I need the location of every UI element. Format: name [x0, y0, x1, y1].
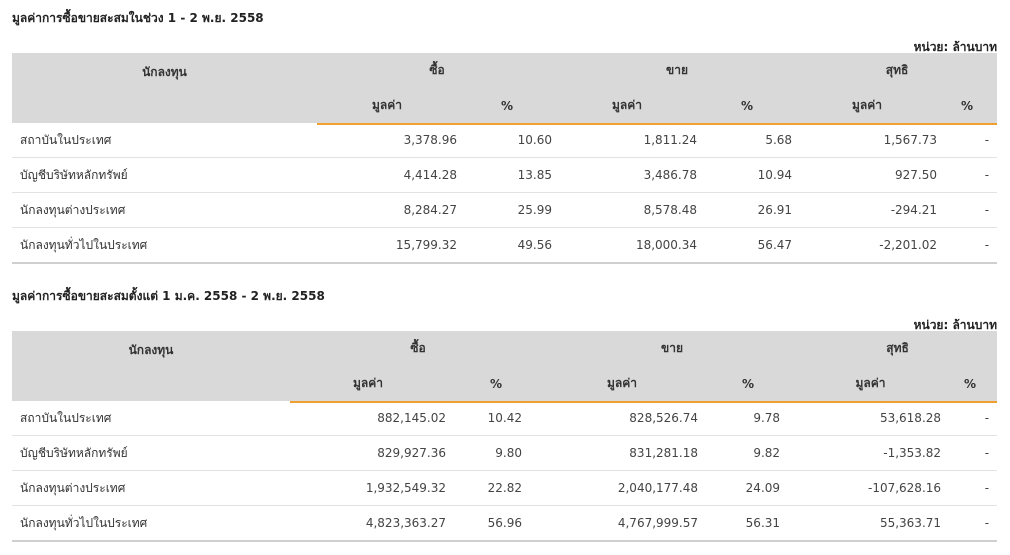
- buy-percent: 10.42: [446, 401, 547, 436]
- sell-percent: 9.82: [698, 435, 799, 471]
- section-title: มูลค่าการซื้อขายสะสมตั้งแต่ 1 ม.ค. 2558 …: [12, 289, 325, 303]
- net-percent: -: [937, 192, 998, 228]
- net-value: -1,353.82: [798, 435, 944, 471]
- buy-percent: 56.96: [446, 505, 547, 542]
- net-value: -2,201.02: [797, 227, 938, 264]
- buy-value: 8,284.27: [317, 192, 457, 228]
- net-value: -294.21: [797, 192, 938, 228]
- investor-name: สถาบันในประเทศ: [12, 123, 317, 158]
- sell-percent: 26.91: [697, 192, 798, 228]
- header-net: สุทธิ: [797, 53, 998, 88]
- header-buy-percent: %: [446, 366, 547, 401]
- unit-label: หน่วย: ล้านบาท: [913, 318, 997, 332]
- sell-value: 3,486.78: [557, 157, 698, 193]
- investor-name: นักลงทุนต่างประเทศ: [12, 470, 290, 506]
- header-sell-value: มูลค่า: [546, 366, 699, 401]
- trading-section-2: มูลค่าการซื้อขายสะสมตั้งแต่ 1 ม.ค. 2558 …: [12, 278, 998, 555]
- net-value: -107,628.16: [798, 470, 944, 506]
- buy-value: 15,799.32: [317, 227, 457, 264]
- header-net-value: มูลค่า: [798, 366, 944, 401]
- buy-value: 4,414.28: [317, 157, 457, 193]
- sell-percent: 24.09: [698, 470, 799, 506]
- investor-name: นักลงทุนทั่วไปในประเทศ: [12, 227, 317, 264]
- sell-value: 8,578.48: [557, 192, 698, 228]
- table-row: นักลงทุนทั่วไปในประเทศ 15,799.32 49.56 1…: [12, 227, 998, 264]
- investor-name: สถาบันในประเทศ: [12, 401, 290, 436]
- net-percent: -: [943, 435, 998, 471]
- sell-percent: 5.68: [697, 123, 798, 158]
- header-sell: ขาย: [557, 53, 798, 88]
- sell-value: 828,526.74: [546, 401, 699, 436]
- net-value: 53,618.28: [798, 401, 944, 436]
- net-percent: -: [937, 227, 998, 264]
- investor-name: นักลงทุนทั่วไปในประเทศ: [12, 505, 290, 542]
- header-sell: ขาย: [546, 331, 799, 366]
- header-sell-percent: %: [697, 88, 798, 123]
- header-investor: นักลงทุน: [12, 331, 290, 401]
- header-net: สุทธิ: [798, 331, 998, 366]
- net-value: 927.50: [797, 157, 938, 193]
- net-percent: -: [943, 401, 998, 436]
- investor-name: บัญชีบริษัทหลักทรัพย์: [12, 435, 290, 471]
- header-accent-line: [290, 401, 997, 403]
- investor-name: นักลงทุนต่างประเทศ: [12, 192, 317, 228]
- table-row: นักลงทุนทั่วไปในประเทศ 4,823,363.27 56.9…: [12, 505, 998, 542]
- trading-table: นักลงทุน ซื้อ ขาย สุทธิ มูลค่า % มูลค่า …: [12, 53, 998, 264]
- buy-percent: 10.60: [457, 123, 558, 158]
- sell-value: 831,281.18: [546, 435, 699, 471]
- buy-percent: 13.85: [457, 157, 558, 193]
- header-buy-percent: %: [457, 88, 558, 123]
- header-net-percent: %: [937, 88, 998, 123]
- buy-percent: 22.82: [446, 470, 547, 506]
- sell-percent: 56.47: [697, 227, 798, 264]
- table-row: สถาบันในประเทศ 882,145.02 10.42 828,526.…: [12, 401, 998, 436]
- header-buy: ซื้อ: [317, 53, 558, 88]
- header-sell-percent: %: [698, 366, 799, 401]
- buy-value: 3,378.96: [317, 123, 457, 158]
- header-buy-value: มูลค่า: [290, 366, 446, 401]
- trading-table: นักลงทุน ซื้อ ขาย สุทธิ มูลค่า % มูลค่า …: [12, 331, 998, 542]
- section-title: มูลค่าการซื้อขายสะสมในช่วง 1 - 2 พ.ย. 25…: [12, 11, 264, 25]
- table-row: สถาบันในประเทศ 3,378.96 10.60 1,811.24 5…: [12, 123, 998, 158]
- header-net-percent: %: [943, 366, 998, 401]
- header-accent-line: [317, 123, 997, 125]
- header-buy-value: มูลค่า: [317, 88, 457, 123]
- header-buy: ซื้อ: [290, 331, 547, 366]
- table-row: นักลงทุนต่างประเทศ 8,284.27 25.99 8,578.…: [12, 192, 998, 228]
- sell-percent: 10.94: [697, 157, 798, 193]
- sell-percent: 9.78: [698, 401, 799, 436]
- buy-value: 4,823,363.27: [290, 505, 446, 542]
- net-percent: -: [943, 470, 998, 506]
- buy-percent: 25.99: [457, 192, 558, 228]
- sell-value: 2,040,177.48: [546, 470, 699, 506]
- buy-percent: 49.56: [457, 227, 558, 264]
- net-value: 55,363.71: [798, 505, 944, 542]
- header-net-value: มูลค่า: [797, 88, 938, 123]
- net-percent: -: [937, 157, 998, 193]
- header-investor: นักลงทุน: [12, 53, 317, 123]
- table-row: บัญชีบริษัทหลักทรัพย์ 829,927.36 9.80 83…: [12, 435, 998, 471]
- buy-value: 1,932,549.32: [290, 470, 446, 506]
- table-row: บัญชีบริษัทหลักทรัพย์ 4,414.28 13.85 3,4…: [12, 157, 998, 193]
- buy-value: 882,145.02: [290, 401, 446, 436]
- sell-value: 1,811.24: [557, 123, 698, 158]
- header-sell-value: มูลค่า: [557, 88, 698, 123]
- trading-section-1: มูลค่าการซื้อขายสะสมในช่วง 1 - 2 พ.ย. 25…: [12, 0, 998, 270]
- net-percent: -: [943, 505, 998, 542]
- sell-percent: 56.31: [698, 505, 799, 542]
- table-row: นักลงทุนต่างประเทศ 1,932,549.32 22.82 2,…: [12, 470, 998, 506]
- buy-value: 829,927.36: [290, 435, 446, 471]
- sell-value: 4,767,999.57: [546, 505, 699, 542]
- investor-name: บัญชีบริษัทหลักทรัพย์: [12, 157, 317, 193]
- net-value: 1,567.73: [797, 123, 938, 158]
- net-percent: -: [937, 123, 998, 158]
- sell-value: 18,000.34: [557, 227, 698, 264]
- buy-percent: 9.80: [446, 435, 547, 471]
- unit-label: หน่วย: ล้านบาท: [913, 40, 997, 54]
